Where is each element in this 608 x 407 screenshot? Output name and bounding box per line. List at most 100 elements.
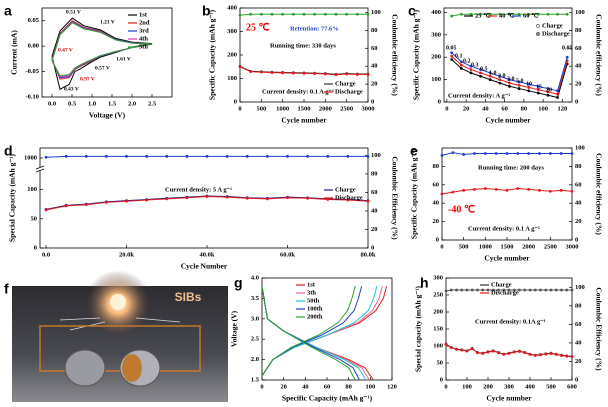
data-point xyxy=(459,12,463,16)
x-tick-label: 100 xyxy=(365,383,375,390)
y-tick-label: 1.5 xyxy=(251,376,260,383)
x-tick-label: 40.0k xyxy=(200,251,215,258)
data-point xyxy=(536,91,540,95)
data-point xyxy=(205,154,209,158)
data-point xyxy=(527,152,531,155)
x-tick-label: 80 xyxy=(345,383,352,390)
data-point xyxy=(548,189,552,193)
data-point xyxy=(512,288,516,292)
data-point xyxy=(560,288,563,292)
y2-tick-label: 0 xyxy=(575,98,578,105)
y-tick-label: 40 xyxy=(433,200,440,207)
legend-label: 40 ℃ xyxy=(499,11,515,19)
data-point xyxy=(366,199,370,203)
x-tick-label: 0 xyxy=(445,105,448,112)
data-point xyxy=(498,74,502,78)
data-point xyxy=(570,288,574,292)
y-tick-label: 200 xyxy=(227,51,237,58)
y-tick-label: 2.0 xyxy=(251,356,259,363)
data-point xyxy=(459,60,463,64)
data-point xyxy=(462,153,466,156)
bulb xyxy=(110,294,126,310)
annotation: 15 xyxy=(536,84,542,90)
y-tick-label: 50 xyxy=(31,215,38,222)
data-point xyxy=(498,12,502,16)
x-tick-label: 60 xyxy=(501,105,508,112)
data-point xyxy=(502,288,506,292)
y-tick-label: 300 xyxy=(227,28,237,35)
x-tick-label: 120 xyxy=(558,105,568,112)
annotation: Current density: 0.1A g⁻¹ xyxy=(475,318,546,325)
y2-tick-label: 80 xyxy=(371,170,378,177)
y-tick-label: 250 xyxy=(433,291,443,298)
legend-label: 200th xyxy=(307,313,323,320)
data-point xyxy=(544,288,548,292)
data-point xyxy=(469,12,473,16)
y-tick-label: 0.00 xyxy=(28,43,39,50)
data-point xyxy=(483,152,487,155)
x-axis-label: Specific Capacity (mAh g⁻¹) xyxy=(282,394,373,403)
series-line xyxy=(261,286,378,381)
data-point xyxy=(556,12,559,16)
data-point xyxy=(366,12,370,16)
y-axis-label: Specific Capacity (mAh g⁻¹) xyxy=(410,148,419,239)
data-point xyxy=(488,78,492,82)
data-point xyxy=(302,71,306,75)
annotation: 0.05 xyxy=(562,45,573,51)
data-point xyxy=(476,288,479,292)
data-point xyxy=(488,12,492,16)
data-point xyxy=(44,208,48,212)
data-point xyxy=(538,188,541,192)
data-point xyxy=(517,87,521,90)
data-point xyxy=(270,71,274,75)
data-point xyxy=(440,153,444,157)
y2-tick-label: 40 xyxy=(575,339,582,346)
y2-tick-label: 60 xyxy=(575,45,582,52)
x-tick-label: 60 xyxy=(324,383,331,390)
x-tick-label: 20 xyxy=(463,105,470,112)
data-point xyxy=(536,12,540,16)
x-tick-label: 80 xyxy=(521,105,528,112)
legend-label: 2nd xyxy=(139,19,150,26)
data-point xyxy=(225,154,229,158)
data-point xyxy=(488,74,492,78)
y-tick-label: 3.0 xyxy=(251,315,259,322)
y2-tick-label: 100 xyxy=(575,9,585,16)
annotation: -40 ℃ xyxy=(448,204,475,215)
x-tick-label: 300 xyxy=(504,383,514,390)
coin-cell xyxy=(64,349,106,387)
annotation: 1.21 V xyxy=(100,19,115,25)
y2-tick-label: 20 xyxy=(575,218,582,225)
data-point xyxy=(326,154,330,158)
data-point xyxy=(145,154,149,158)
data-point xyxy=(494,188,498,191)
panel-label: h xyxy=(420,275,429,291)
y-tick-label: 0 xyxy=(34,244,37,251)
data-point xyxy=(185,154,189,158)
x-axis-label: Cycle number xyxy=(484,254,530,263)
y2-tick-label: 60 xyxy=(575,181,582,188)
x-tick-label: 1.5 xyxy=(108,100,117,107)
data-point xyxy=(444,289,448,293)
y2-tick-label: 40 xyxy=(575,63,582,70)
y2-tick-label: 40 xyxy=(371,63,378,70)
annotation: Running time: 200 days xyxy=(478,164,544,171)
y-axis-label: Specific Capacity (mAh g⁻¹) xyxy=(412,9,421,100)
legend-label: 50th xyxy=(307,297,320,304)
panel-label: f xyxy=(4,281,9,297)
annotation: 0.47 V xyxy=(58,47,73,53)
data-point xyxy=(455,288,458,292)
legend-label: 4th xyxy=(139,35,148,42)
annotation: 0.05 xyxy=(446,45,457,51)
data-point xyxy=(465,349,469,353)
x-tick-label: 60.0k xyxy=(280,251,295,258)
annotation: 1.0 xyxy=(489,70,497,76)
data-point xyxy=(323,72,327,76)
annotation: 1.61 V xyxy=(116,56,131,62)
x-tick-label: 600 xyxy=(567,383,577,390)
annotation: 2.0 xyxy=(498,73,506,79)
plot-frame xyxy=(39,147,369,249)
data-point xyxy=(451,151,455,155)
data-point xyxy=(346,154,350,158)
data-point xyxy=(225,195,229,199)
